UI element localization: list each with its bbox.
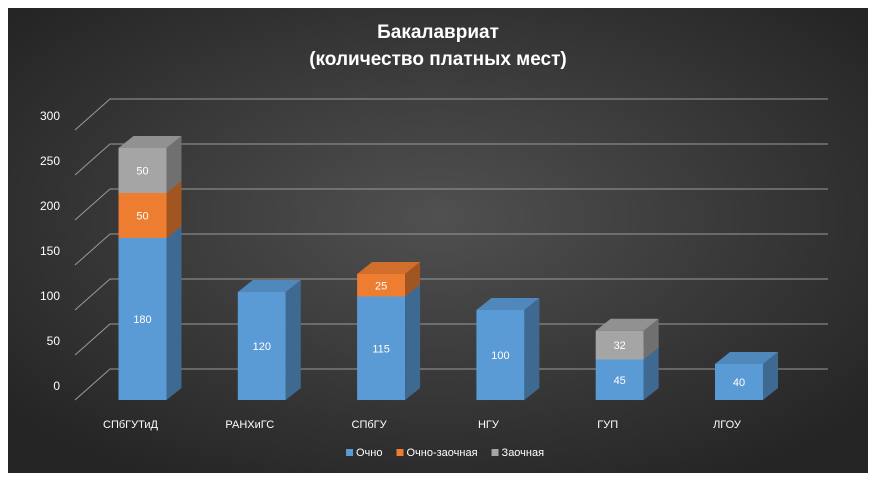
bar-segment: 50 <box>118 136 182 193</box>
x-tick-label: ЛГОУ <box>713 419 742 431</box>
y-tick-label: 300 <box>40 109 60 123</box>
data-label: 40 <box>733 377 745 389</box>
data-label: 25 <box>375 280 387 292</box>
x-tick-label: ГУП <box>597 419 618 431</box>
x-tick-label: РАНХиГС <box>225 419 274 431</box>
bar-side <box>166 181 182 238</box>
bar-top <box>715 352 778 364</box>
bar-front <box>595 330 644 360</box>
bar-side <box>524 298 540 400</box>
gridline <box>74 98 828 131</box>
bar-side <box>763 352 778 400</box>
data-label: 50 <box>136 166 148 178</box>
bar-segment: 40 <box>715 352 778 400</box>
gridline <box>74 143 828 176</box>
bar-front <box>118 148 167 193</box>
bar-segment: 120 <box>237 280 301 400</box>
bars-layer: 180 50 50 120 115 25 100 45 32 40 <box>118 136 778 400</box>
gridline <box>74 368 828 401</box>
bar-side <box>405 262 421 297</box>
bar-segment: 115 <box>357 284 421 400</box>
bar-side <box>166 136 182 193</box>
y-axis: 0 50 100 150 200 250 300 <box>40 109 60 393</box>
bar-top <box>118 136 182 148</box>
grid-layer <box>74 98 828 401</box>
y-tick-label: 100 <box>40 289 60 303</box>
legend-label: Очно <box>356 447 382 459</box>
gridline <box>74 233 828 266</box>
y-tick-label: 250 <box>40 154 60 168</box>
legend-swatch <box>396 449 404 456</box>
x-tick-label: НГУ <box>478 419 500 431</box>
bar-front <box>595 359 644 400</box>
bar-side <box>643 347 659 400</box>
bar-front <box>237 292 286 400</box>
legend: Очно Очно-заочная Заочная <box>346 447 544 459</box>
legend-item: Заочная <box>491 447 545 459</box>
bar-side <box>405 284 421 400</box>
bar-segment: 32 <box>595 318 659 360</box>
data-label: 180 <box>133 314 151 326</box>
legend-label: Очно-заочная <box>406 447 477 459</box>
y-tick-label: 0 <box>53 379 60 393</box>
bar-side <box>643 318 659 360</box>
bar-front <box>476 310 525 400</box>
bar-front <box>715 364 763 400</box>
bar-front <box>357 274 406 297</box>
gridline <box>74 323 828 356</box>
bar-segment: 25 <box>357 262 421 297</box>
y-tick-label: 50 <box>47 334 61 348</box>
bar-front <box>118 193 167 238</box>
bar-top <box>237 280 301 292</box>
data-label: 45 <box>614 375 626 387</box>
chart-title-line-2: (количество платных мест) <box>309 49 567 70</box>
data-label: 32 <box>614 340 626 352</box>
bar-front <box>118 238 167 400</box>
legend-item: Очно-заочная <box>396 447 478 459</box>
y-tick-label: 150 <box>40 244 60 258</box>
bar-top <box>595 318 659 331</box>
legend-label: Заочная <box>502 447 545 459</box>
bar-side <box>285 280 301 400</box>
gridline <box>74 188 828 221</box>
data-label: 115 <box>372 343 390 355</box>
x-tick-label: СПбГУТиД <box>103 419 158 431</box>
bar-side <box>166 226 182 400</box>
chart-title-line-1: Бакалавриат <box>377 22 499 43</box>
bar-top <box>476 298 540 310</box>
legend-swatch <box>346 449 353 456</box>
data-label: 100 <box>491 350 509 362</box>
bar-segment: 100 <box>476 298 540 400</box>
gridline <box>74 278 828 311</box>
legend-swatch <box>491 449 499 456</box>
data-label: 50 <box>136 211 148 223</box>
bar-segment: 180 <box>118 226 182 400</box>
y-tick-label: 200 <box>40 199 60 213</box>
bar-top <box>357 262 421 274</box>
x-tick-label: СПбГУ <box>352 419 388 431</box>
bar-front <box>357 296 406 400</box>
x-axis: СПбГУТиД РАНХиГС СПбГУ НГУ ГУП ЛГОУ <box>103 419 742 431</box>
data-label: 120 <box>253 341 271 353</box>
legend-item: Очно <box>346 447 382 459</box>
